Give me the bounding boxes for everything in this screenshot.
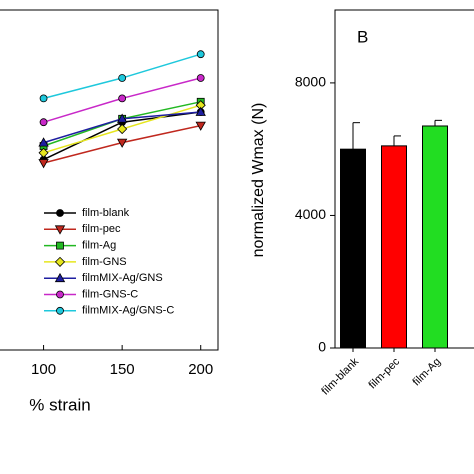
x-tick-label: film-blank	[319, 355, 361, 397]
marker	[116, 138, 128, 148]
panel-label: B	[357, 27, 368, 46]
marker	[39, 94, 48, 103]
marker	[118, 94, 127, 103]
x-tick-label: 100	[31, 361, 56, 378]
x-tick-label: film-pec	[366, 355, 402, 391]
marker	[56, 209, 64, 217]
legend-label: film-GNS-C	[82, 288, 138, 300]
marker	[54, 256, 66, 267]
marker	[196, 74, 205, 82]
marker	[117, 123, 128, 135]
legend-label: filmMIX-Ag/GNS-C	[82, 305, 174, 317]
marker	[54, 225, 66, 235]
left-frame	[0, 9, 219, 351]
marker	[38, 147, 49, 158]
marker	[196, 50, 205, 59]
x-tick-label: film-Ag	[410, 356, 443, 389]
legend-label: film-GNS	[82, 256, 127, 268]
legend-label: film-pec	[82, 223, 121, 235]
y-tick-label: 4000	[295, 206, 326, 222]
y-tick-label: 0	[318, 339, 326, 355]
legend-label: film-Ag	[82, 240, 116, 252]
y-tick-label: 8000	[295, 74, 326, 90]
legend-label: filmMIX-Ag/GNS	[82, 272, 163, 284]
marker	[116, 113, 128, 123]
marker	[195, 106, 206, 116]
marker	[54, 272, 66, 283]
marker	[56, 290, 64, 299]
right-frame	[334, 9, 474, 349]
marker	[195, 121, 206, 131]
bar	[381, 145, 407, 349]
legend-label: film-blank	[82, 207, 130, 219]
y-axis-label: normalized Wmax (N)	[250, 103, 267, 258]
marker	[56, 306, 64, 315]
x-tick-label: 200	[188, 361, 213, 378]
marker	[38, 137, 49, 147]
x-axis-label: % strain	[29, 395, 90, 414]
marker	[56, 241, 64, 250]
marker	[38, 159, 49, 169]
bar	[422, 125, 448, 349]
x-tick-label: 150	[110, 361, 135, 378]
marker	[39, 118, 48, 127]
marker	[118, 74, 127, 82]
bar	[340, 148, 366, 349]
